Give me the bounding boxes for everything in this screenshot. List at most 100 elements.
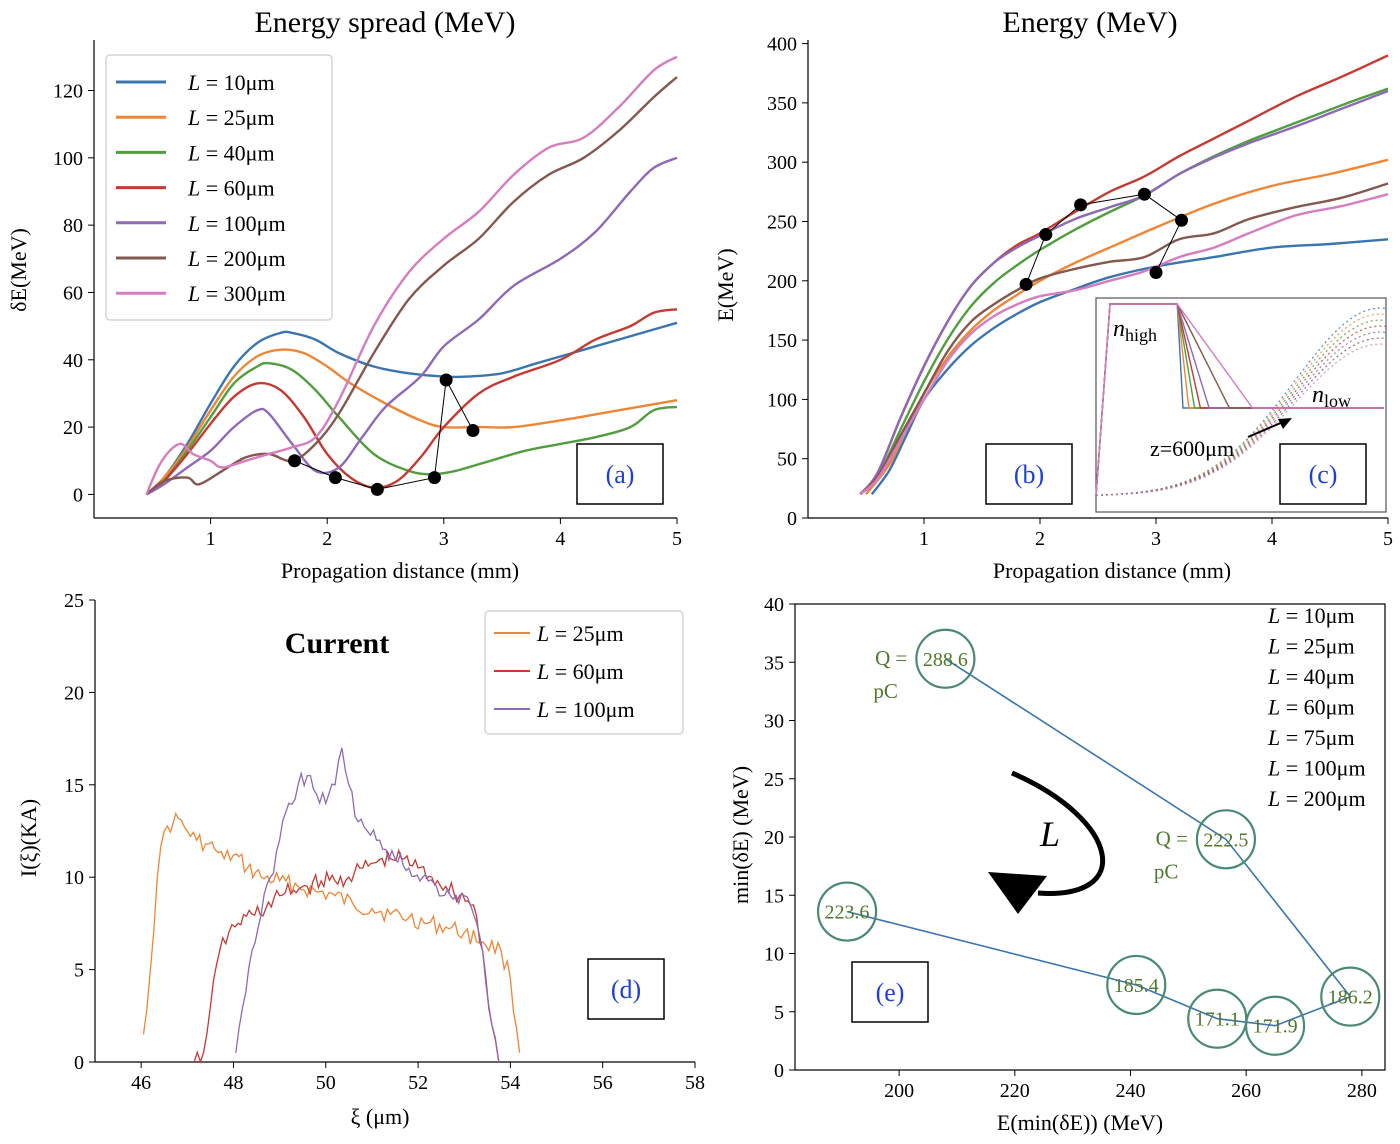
panel-d-series-line (235, 747, 500, 1063)
panel-e-legend-label: L = 40μm (1267, 664, 1355, 689)
panel-e-y-tick-label: 15 (764, 885, 784, 907)
panel-d-current: Current ξ (μm) I(ξ)(KA) 46 48 50 52 54 56 58 0 5… (16, 590, 705, 1129)
panel-a-title: Energy spread (MeV) (254, 6, 515, 39)
panel-a-legend-label: L = 40μm (187, 140, 275, 165)
panel-c-annotation: z=600μm (1150, 436, 1234, 461)
panel-e-legend-text: L = 10μm L = 25μm L = 40μm L = 60μm L = 75μm… (1267, 603, 1366, 811)
panel-b-title: Energy (MeV) (1002, 6, 1177, 39)
panel-e-point (1195, 809, 1257, 870)
panel-e-legend-label: L = 10μm (1267, 603, 1355, 628)
panel-e-label-box (851, 961, 929, 1023)
panel-e-point (816, 881, 878, 942)
panel-e-x-tick-label: 200 (884, 1080, 914, 1102)
panel-e-point-label: 288.6 (923, 649, 968, 671)
panel-a-label-box (576, 443, 664, 505)
panel-d-series-line (142, 811, 521, 1053)
panel-e-point-label: 222.5 (1203, 829, 1248, 851)
panel-a-y-axis: 0 20 40 60 80 100 120 (53, 40, 95, 518)
panel-b-ylabel: E(MeV) (713, 248, 738, 321)
panel-e-curved-arrow (1011, 770, 1106, 896)
panel-e-connector-line (846, 658, 1352, 1027)
panel-e-point (1187, 988, 1248, 1049)
panel-b-marker (1175, 213, 1189, 227)
panel-b-marker (1149, 265, 1163, 279)
panel-e-charge-prefix: Q = (875, 646, 907, 670)
panel-e-xlabel: E(min(δE)) (MeV) (997, 1110, 1163, 1135)
panel-e-arrow-label: L (1039, 814, 1060, 854)
panel-a-y-tick-label: 60 (63, 282, 83, 304)
panel-b-x-tick-label: 4 (1267, 528, 1277, 550)
panel-e-x-axis: 200 220 240 260 280 (884, 1070, 1377, 1102)
panel-e-y-tick-label: 30 (764, 711, 784, 733)
panel-b-y-tick-label: 50 (777, 449, 797, 471)
panel-d-legend-label: L = 100μm (536, 697, 635, 722)
panel-c-label: (c) (1309, 460, 1338, 489)
panel-e-point-label: 171.1 (1195, 1009, 1240, 1031)
panel-e-y-tick-label: 5 (774, 1002, 784, 1024)
panel-b-y-tick-label: 300 (767, 152, 797, 174)
panel-b-marker-connector (1025, 193, 1183, 285)
panel-b-series-line (859, 87, 1389, 496)
panel-e-curved-arrowhead (988, 872, 1047, 914)
panel-d-y-axis: 0 5 10 15 20 25 (64, 590, 96, 1074)
panel-a-x-tick-label: 1 (206, 528, 216, 550)
panel-d-x-tick-label: 58 (685, 1072, 705, 1094)
panel-d-x-tick-label: 52 (408, 1072, 428, 1094)
panel-e-point (1106, 954, 1167, 1016)
panel-a-marker (466, 423, 480, 437)
panel-b-marker (1074, 198, 1088, 212)
panel-e-legend-label: L = 75μm (1267, 725, 1355, 750)
panel-a-marker-connector (294, 378, 474, 490)
panel-e-point-label: 185.4 (1114, 975, 1159, 997)
panel-b-x-axis: 1 2 3 4 5 (808, 517, 1393, 550)
panel-e-y-axis: 0 5 10 15 20 25 30 35 40 (764, 594, 795, 1082)
panel-a-ylabel: δE(MeV) (6, 228, 31, 312)
panel-a-marker (288, 454, 302, 468)
panel-d-legend: L = 25μm L = 60μm L = 100μm (484, 610, 684, 735)
panel-e-point-label: 171.9 (1253, 1016, 1298, 1038)
panel-e-y-tick-label: 25 (764, 769, 784, 791)
panel-e-y-tick-label: 10 (764, 944, 784, 966)
panel-d-x-tick-label: 50 (316, 1072, 336, 1094)
panel-a-energy-spread: Energy spread (MeV) Propagation distance… (6, 6, 682, 583)
panel-b-y-tick-label: 150 (767, 330, 797, 352)
panel-d-xlabel: ξ (μm) (351, 1104, 410, 1129)
panel-e-legend-label: L = 200μm (1267, 786, 1366, 811)
panel-d-y-tick-label: 15 (64, 775, 84, 797)
panel-b-y-tick-label: 350 (767, 93, 797, 115)
panel-e-point-label: 186.2 (1328, 987, 1373, 1009)
panel-a-legend-label: L = 300μm (187, 281, 286, 306)
panel-e-min-energy-spread: E(min(δE)) (MeV) min(δE) (MeV) 200 220 240… (728, 594, 1386, 1135)
panel-d-x-tick-label: 48 (223, 1072, 243, 1094)
panel-e-x-tick-label: 260 (1231, 1080, 1261, 1102)
panel-d-y-tick-label: 5 (74, 960, 84, 982)
panel-a-legend: L = 10μm L = 25μm L = 40μm L = 60μm L = 100μ… (105, 54, 333, 321)
panel-d-x-tick-label: 54 (500, 1072, 520, 1094)
panel-a-xlabel: Propagation distance (mm) (281, 558, 519, 583)
panel-a-x-tick-label: 2 (322, 528, 332, 550)
panel-e-y-tick-label: 35 (764, 652, 784, 674)
panel-e-point-label: 223.6 (825, 902, 870, 924)
panel-b-x-tick-label: 5 (1383, 528, 1393, 550)
panel-e-charge-unit: pC (1154, 859, 1179, 883)
panel-a-series-line (145, 55, 678, 495)
panel-b-xlabel: Propagation distance (mm) (993, 558, 1231, 583)
panel-a-x-tick-label: 4 (555, 528, 565, 550)
panel-e-legend-label: L = 60μm (1267, 695, 1355, 720)
panel-a-y-tick-label: 120 (53, 80, 83, 102)
panel-d-legend-frame (484, 610, 684, 735)
panel-a-label: (a) (606, 460, 635, 489)
panel-d-x-axis: 46 48 50 52 54 56 58 (95, 1061, 705, 1094)
panel-a-marker (370, 482, 384, 496)
panel-a-x-axis: 1 2 3 4 5 (94, 517, 682, 550)
panel-e-y-tick-label: 0 (774, 1060, 784, 1082)
panel-b-marker (1039, 228, 1053, 242)
panel-a-legend-label: L = 200μm (187, 246, 286, 271)
panel-d-ylabel: I(ξ)(KA) (16, 799, 41, 877)
panel-e-label: (e) (876, 978, 905, 1007)
panel-e-point (915, 628, 976, 689)
panel-a-y-tick-label: 100 (53, 148, 83, 170)
panel-a-series-line (145, 361, 678, 496)
